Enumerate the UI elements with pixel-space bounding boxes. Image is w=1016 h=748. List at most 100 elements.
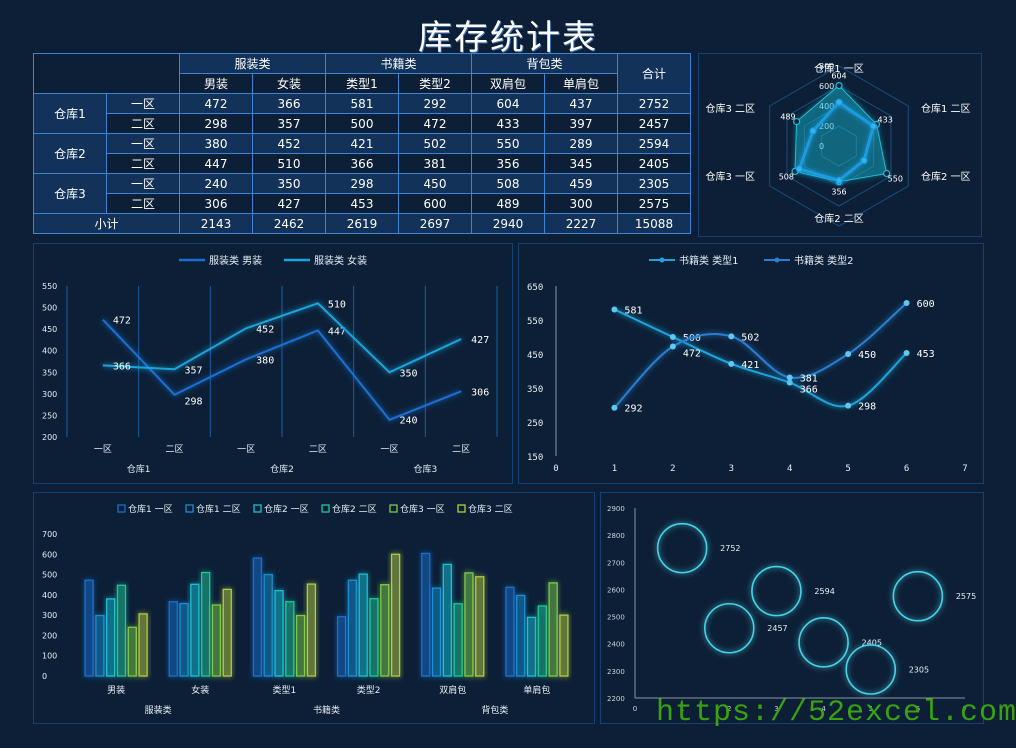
zone-cell: 一区 bbox=[106, 173, 180, 194]
column-header: 男装 bbox=[179, 73, 253, 94]
data-label: 298 bbox=[858, 402, 876, 413]
bar bbox=[190, 583, 200, 677]
y-tick-label: 600 bbox=[42, 550, 57, 559]
radar-axis-label: 仓库2 一区 bbox=[921, 170, 971, 183]
bar bbox=[179, 602, 189, 677]
value-cell: 381 bbox=[398, 153, 472, 174]
value-cell: 508 bbox=[471, 173, 545, 194]
data-label: 2575 bbox=[956, 592, 976, 601]
y-tick-label: 250 bbox=[527, 419, 543, 429]
bar bbox=[138, 613, 148, 677]
value-cell: 452 bbox=[252, 133, 326, 154]
legend-marker bbox=[659, 257, 665, 263]
data-label: 452 bbox=[256, 324, 274, 335]
bar bbox=[211, 604, 222, 677]
bar bbox=[380, 584, 390, 677]
radar-point bbox=[835, 82, 843, 90]
data-label: 306 bbox=[471, 387, 489, 398]
data-label: 2594 bbox=[814, 587, 834, 596]
data-label: 2305 bbox=[909, 666, 929, 675]
x-group-label: 背包类 bbox=[481, 704, 508, 716]
legend-swatch bbox=[321, 504, 330, 513]
value-cell: 240 bbox=[179, 173, 253, 194]
books-line-chart: 书籍类 类型1 书籍类 类型2 150 250 350 450 550 650 0 1 2 3 4 5 6 7… bbox=[527, 254, 968, 474]
bar bbox=[421, 552, 431, 677]
x-tick-label: 二区 bbox=[452, 444, 470, 455]
table-row: 仓库1 一区 472 366 581 292 604 437 2752 bbox=[33, 93, 691, 134]
column-header: 单肩包 bbox=[544, 73, 618, 94]
y-tick-label: 200 bbox=[42, 631, 57, 640]
bar-chart-panel: 仓库1 一区 仓库1 二区 仓库2 一区 仓库2 二区 仓库3 一区 仓库3 二区 0 100… bbox=[33, 492, 595, 724]
x-group-label: 仓库1 bbox=[127, 463, 151, 475]
bar bbox=[200, 571, 211, 677]
data-label: 240 bbox=[400, 416, 418, 427]
radar-data-label: 550 bbox=[888, 175, 903, 184]
column-header: 类型2 bbox=[398, 73, 472, 94]
column-header: 女装 bbox=[252, 73, 326, 94]
x-tick-label: 1 bbox=[680, 705, 684, 713]
warehouse-cell: 仓库3 bbox=[33, 173, 107, 214]
y-tick-label: 500 bbox=[42, 571, 57, 580]
bar bbox=[464, 572, 474, 677]
bubble-chart: 2200 2300 2400 2500 2600 2700 2800 2900 0 1 2 3 4 5 6 7… bbox=[607, 505, 976, 713]
data-point bbox=[728, 333, 735, 340]
data-label: 450 bbox=[858, 350, 876, 361]
y-tick-label: 2400 bbox=[607, 641, 625, 649]
radar-axis-label: 仓库1 一区 bbox=[814, 62, 864, 75]
x-tick-label: 4 bbox=[821, 705, 826, 713]
x-group-label: 仓库2 bbox=[270, 463, 294, 475]
x-tick-label: 2 bbox=[727, 705, 731, 713]
y-tick-label: 300 bbox=[42, 611, 57, 620]
table-row: 二区 447 510 366 381 356 345 2405 bbox=[33, 153, 691, 174]
data-label: 2752 bbox=[720, 544, 740, 553]
y-tick-label: 150 bbox=[527, 453, 543, 463]
x-tick-label: 二区 bbox=[165, 444, 183, 455]
radar-point bbox=[869, 122, 877, 130]
data-label: 366 bbox=[800, 385, 818, 396]
x-tick-label: 女装 bbox=[191, 684, 209, 696]
y-tick-label: 2900 bbox=[607, 505, 625, 513]
page-title: 库存统计表 bbox=[418, 18, 598, 58]
radar-data-label: 604 bbox=[831, 72, 846, 81]
bubble bbox=[656, 522, 708, 574]
legend-label: 服装类 男装 bbox=[209, 254, 262, 267]
value-cell: 298 bbox=[179, 113, 253, 134]
data-label: 421 bbox=[741, 360, 759, 371]
x-tick-label: 7 bbox=[962, 464, 967, 474]
value-cell: 500 bbox=[325, 113, 399, 134]
group-header: 背包类 bbox=[471, 53, 618, 74]
bar bbox=[442, 563, 453, 677]
group-header: 服装类 bbox=[179, 53, 326, 74]
warehouse-cell: 仓库2 bbox=[33, 133, 107, 174]
bar bbox=[347, 579, 358, 677]
value-cell: 357 bbox=[252, 113, 326, 134]
value-cell: 421 bbox=[325, 133, 399, 154]
data-label: 600 bbox=[917, 299, 935, 310]
y-tick-label: 350 bbox=[527, 385, 543, 395]
legend-label: 仓库3 一区 bbox=[400, 503, 445, 515]
bar bbox=[453, 603, 463, 677]
y-tick-label: 2600 bbox=[607, 586, 625, 594]
y-tick-label: 500 bbox=[42, 304, 57, 313]
bar bbox=[505, 586, 515, 677]
bar bbox=[263, 573, 273, 677]
value-cell: 550 bbox=[471, 133, 545, 154]
data-point bbox=[903, 300, 910, 306]
data-point bbox=[611, 404, 618, 411]
value-cell: 380 bbox=[179, 133, 253, 154]
bar bbox=[369, 598, 379, 677]
radar-point bbox=[883, 169, 891, 178]
radar-data-label: 508 bbox=[779, 172, 794, 181]
inventory-table: 服装类 书籍类 背包类 合计 男装 女装 类型1 类型2 双肩包 单肩包 仓库1… bbox=[33, 53, 691, 234]
x-tick-label: 6 bbox=[916, 705, 921, 713]
data-label: 472 bbox=[113, 316, 131, 327]
legend-swatch bbox=[457, 504, 466, 513]
legend-swatch bbox=[185, 504, 194, 513]
radar-data-label: 356 bbox=[831, 188, 846, 197]
total-cell: 2575 bbox=[617, 193, 691, 214]
legend-label: 书籍类 类型1 bbox=[679, 254, 739, 267]
subtotal-cell: 2619 bbox=[325, 213, 399, 234]
y-tick-label: 2200 bbox=[607, 695, 625, 703]
legend-label: 仓库2 二区 bbox=[332, 503, 377, 515]
